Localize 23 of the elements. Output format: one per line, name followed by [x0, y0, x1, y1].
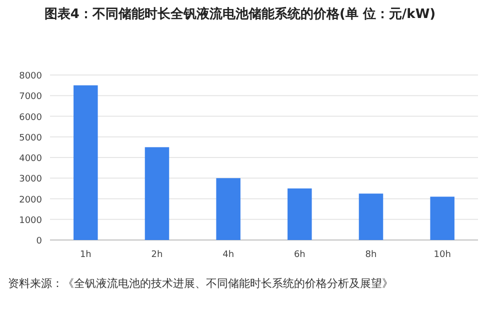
y-tick-label: 8000 [19, 72, 42, 82]
y-tick-label: 1000 [19, 216, 42, 226]
y-tick-label: 4000 [19, 154, 42, 164]
bar [358, 194, 384, 240]
y-tick-label: 3000 [19, 174, 42, 185]
x-tick-label: 8h [365, 250, 377, 260]
y-tick-label: 0 [36, 236, 42, 246]
x-tick-label: 4h [222, 250, 234, 260]
y-tick-label: 6000 [19, 112, 42, 123]
chart-title: 图表4：不同储能时长全钒液流电池储能系统的价格(单 位：元/kW) [43, 6, 437, 24]
x-tick-label: 1h [80, 250, 92, 260]
y-tick-label: 5000 [19, 133, 42, 144]
text: 资料来源：《全钒液流电池的技术进展、不同储能时长系统的价格分析及展望》 [8, 276, 394, 291]
y-tick-label: 7000 [19, 92, 42, 102]
bar [216, 178, 240, 240]
bar [430, 196, 454, 240]
bar [74, 85, 98, 240]
x-tick-label: 2h [151, 250, 163, 260]
x-tick-label: 10h [434, 250, 451, 260]
bar [144, 147, 170, 240]
x-tick-label: 6h [294, 250, 306, 260]
y-tick-label: 2000 [19, 195, 42, 206]
bar [288, 188, 312, 240]
